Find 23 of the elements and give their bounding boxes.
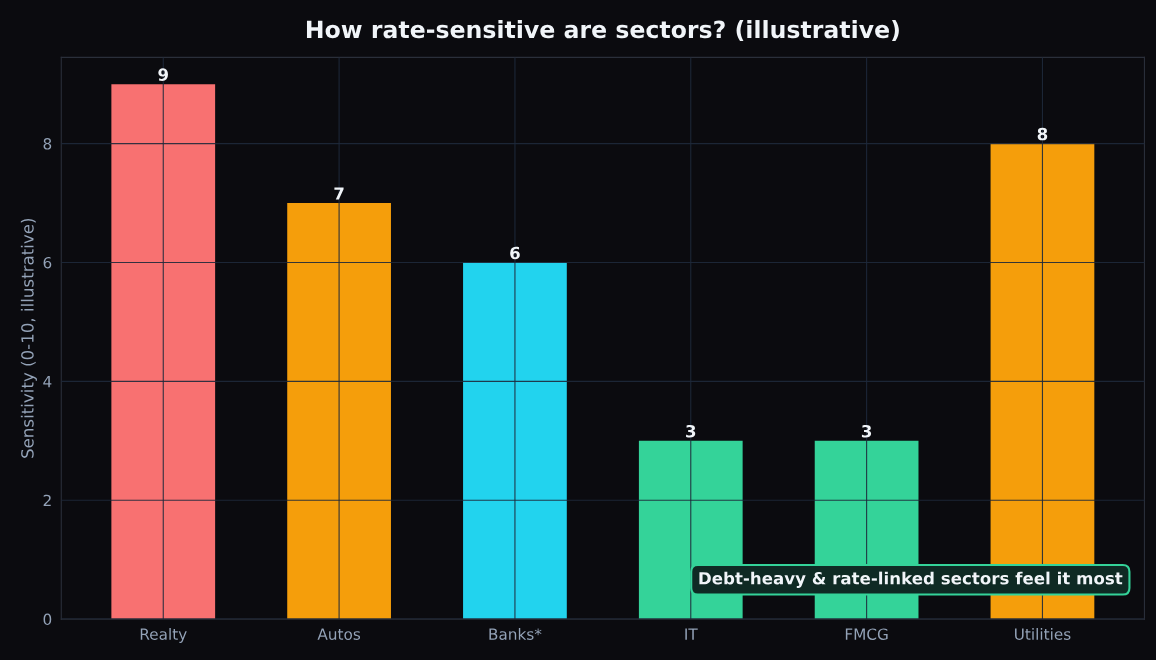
data-label: 6 [510,246,520,260]
bar [111,84,216,620]
y-tick-label: 0 [43,613,52,626]
y-tick-label: 4 [43,376,52,388]
x-tick-label: FMCG [845,628,888,640]
x-tick-label: Banks* [489,628,542,640]
y-axis-title: Sensitivity (0-10, illustrative) [20,218,37,458]
y-tick-label: 8 [43,138,52,150]
bar [287,203,391,620]
x-tick-label: Utilities [1015,628,1071,640]
data-label: 8 [1037,127,1048,141]
y-tick-label: 2 [43,494,51,507]
x-tick-label: Realty [140,628,187,643]
annotation: Debt-heavy & rate-linked sectors feel it most [699,571,1123,588]
y-tick-label: 6 [43,256,52,269]
chart-title: How rate-sensitive are sectors? (illustrative) [306,20,899,42]
x-tick-label: Autos [317,628,361,640]
data-label: 7 [334,187,344,200]
data-label: 3 [686,424,696,438]
x-tick-label: IT [685,628,698,640]
data-label: 3 [861,424,872,438]
data-label: 9 [158,68,168,81]
bar [463,262,567,620]
